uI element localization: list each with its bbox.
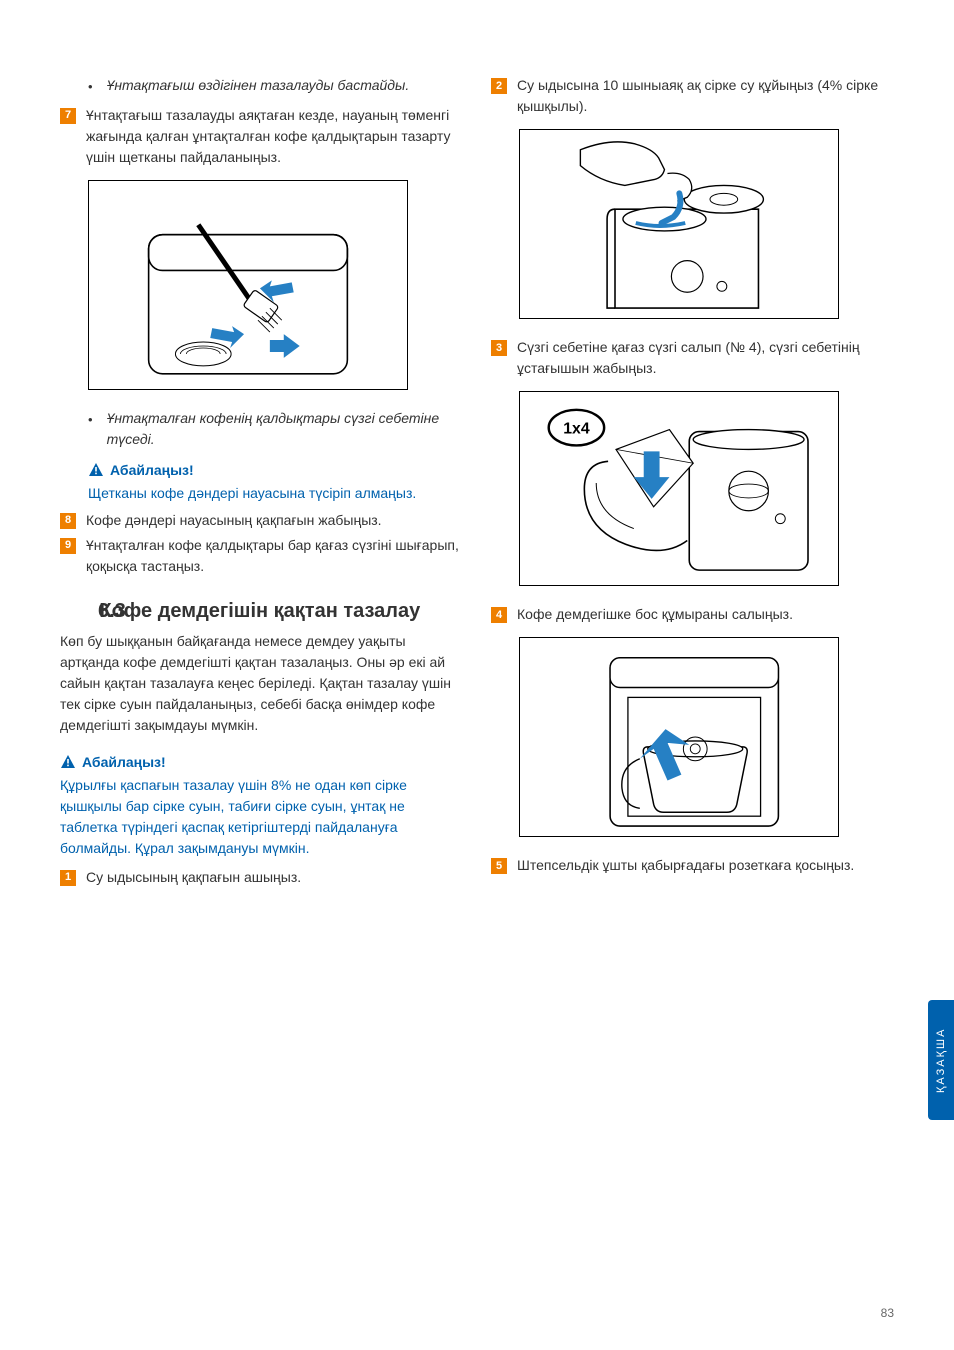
step-number: 4 <box>491 607 507 623</box>
caution-label: Абайлаңыз! <box>110 460 194 481</box>
figure-pour-vinegar <box>519 129 839 319</box>
step-text: Кофе дәндері науасының қақпағын жабыңыз. <box>86 510 463 531</box>
step-2: 2 Су ыдысына 10 шыныаяқ ақ сірке су құйы… <box>491 75 894 117</box>
step-7: 7 Ұнтақтағыш тазалауды аяқтаған кезде, н… <box>60 105 463 168</box>
illustration-brush <box>89 185 407 384</box>
caution-heading: Абайлаңыз! <box>60 752 463 773</box>
step-1: 1 Су ыдысының қақпағын ашыңыз. <box>60 867 463 888</box>
caution-descale: Абайлаңыз! Құрылғы қаспағын тазалау үшін… <box>60 752 463 859</box>
caution-brush: Абайлаңыз! Щетканы кофе дәндері науасына… <box>88 460 463 504</box>
warning-icon <box>60 754 76 770</box>
caution-body: Құрылғы қаспағын тазалау үшін 8% не одан… <box>60 775 463 859</box>
step-text: Су ыдысының қақпағын ашыңыз. <box>86 867 463 888</box>
figure-insert-filter: 1x4 <box>519 391 839 586</box>
language-tab: ҚАЗАҚША <box>928 1000 954 1120</box>
step-8: 8 Кофе дәндері науасының қақпағын жабыңы… <box>60 510 463 531</box>
step-text: Ұнтақталған кофе қалдықтары бар қағаз сү… <box>86 535 463 577</box>
step-text: Кофе демдегішке бос құмыраны салыңыз. <box>517 604 894 625</box>
step-number: 9 <box>60 538 76 554</box>
illustration-pour <box>521 130 838 318</box>
left-column: • Ұнтақтағыш өздігінен тазалауды бастайд… <box>60 75 463 892</box>
caution-body: Щетканы кофе дәндері науасына түсіріп ал… <box>88 483 463 504</box>
step-number: 5 <box>491 858 507 874</box>
step-text: Ұнтақтағыш тазалауды аяқтаған кезде, нау… <box>86 105 463 168</box>
figure-insert-jug <box>519 637 839 837</box>
step-number: 3 <box>491 340 507 356</box>
section-heading-6-3: 6.3 Кофе демдегішін қақтан тазалау <box>60 599 463 623</box>
caution-label: Абайлаңыз! <box>82 752 166 773</box>
bullet-dot: • <box>88 410 93 430</box>
right-column: 2 Су ыдысына 10 шыныаяқ ақ сірке су құйы… <box>491 75 894 892</box>
step-text: Сүзгі себетіне қағаз сүзгі салып (№ 4), … <box>517 337 894 379</box>
section-paragraph: Көп бу шыққанын байқағанда немесе демдеу… <box>60 631 463 736</box>
step-number: 8 <box>60 513 76 529</box>
step-text: Су ыдысына 10 шыныаяқ ақ сірке су құйыңы… <box>517 75 894 117</box>
step-4: 4 Кофе демдегішке бос құмыраны салыңыз. <box>491 604 894 625</box>
bullet-text: Ұнтақтағыш өздігінен тазалауды бастайды. <box>107 75 463 96</box>
step-3: 3 Сүзгі себетіне қағаз сүзгі салып (№ 4)… <box>491 337 894 379</box>
step-5: 5 Штепсельдік ұшты қабырғадағы розеткаға… <box>491 855 894 876</box>
step-number: 7 <box>60 108 76 124</box>
illustration-filter: 1x4 <box>521 392 838 585</box>
step-number: 1 <box>60 870 76 886</box>
bullet-dot: • <box>88 77 93 97</box>
figure-brush-chute <box>88 180 408 390</box>
bullet-grinder-self-clean: • Ұнтақтағыш өздігінен тазалауды бастайд… <box>88 75 463 97</box>
caution-heading: Абайлаңыз! <box>88 460 463 481</box>
step-number: 2 <box>491 78 507 94</box>
section-title: Кофе демдегішін қақтан тазалау <box>137 599 420 623</box>
page-number: 83 <box>881 1304 894 1322</box>
step-text: Штепсельдік ұшты қабырғадағы розеткаға қ… <box>517 855 894 876</box>
bullet-grounds-fall: • Ұнтақталған кофенің қалдықтары сүзгі с… <box>88 408 463 450</box>
illustration-jug <box>521 638 838 836</box>
bullet-text: Ұнтақталған кофенің қалдықтары сүзгі себ… <box>107 408 463 450</box>
step-9: 9 Ұнтақталған кофе қалдықтары бар қағаз … <box>60 535 463 577</box>
filter-size-label: 1x4 <box>563 421 590 438</box>
warning-icon <box>88 462 104 478</box>
